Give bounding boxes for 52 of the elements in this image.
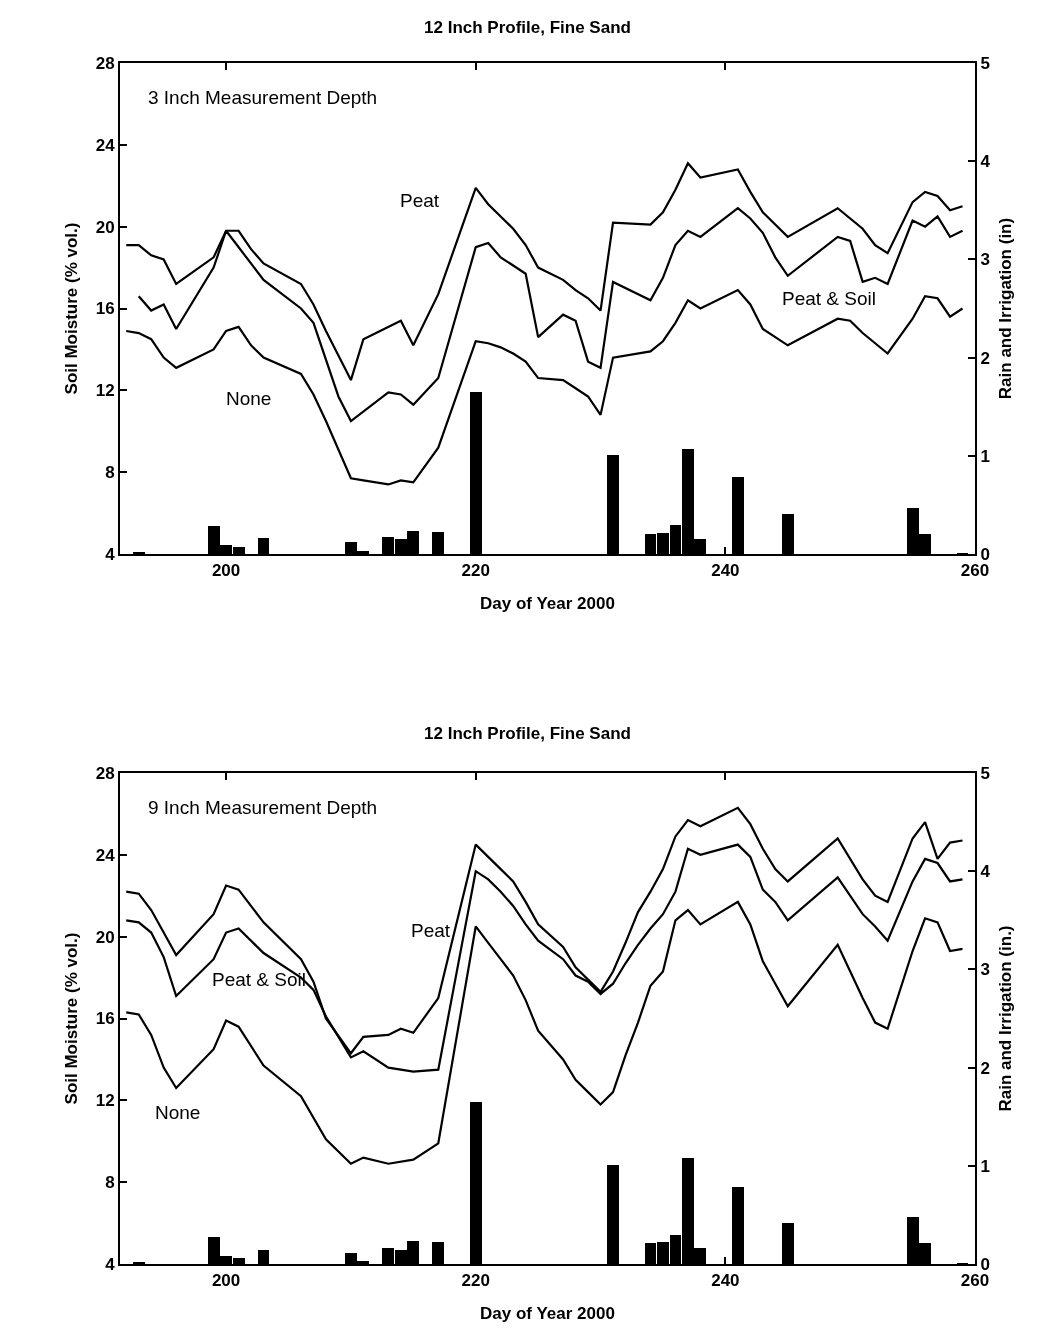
y-tick-label: 8	[105, 463, 115, 483]
series-label: Peat	[400, 190, 440, 211]
y-tick-label: 12	[95, 381, 115, 401]
series-label: None	[226, 388, 272, 409]
line-series	[125, 288, 964, 486]
y2-tick-label: 2	[980, 348, 990, 368]
y2-tick-label: 1	[980, 1156, 990, 1176]
annotation: 9 Inch Measurement Depth	[148, 797, 378, 818]
y2-tick-label: 3	[980, 250, 990, 270]
y-tick-label: 8	[105, 1173, 115, 1193]
x-tick-label: 260	[960, 561, 990, 581]
series-label: None	[155, 1102, 201, 1123]
chart-title: 12 Inch Profile, Fine Sand	[424, 723, 631, 743]
y-tick-label: 16	[95, 299, 115, 319]
y2-tick-label: 4	[980, 152, 991, 172]
y-axis-title: Soil Moisture (% vol.)	[61, 932, 81, 1105]
y-tick-label: 4	[105, 544, 116, 564]
series-label: Peat & Soil	[212, 969, 306, 990]
y-tick-label: 16	[95, 1009, 115, 1029]
y2-tick-label: 0	[980, 544, 990, 564]
x-tick-label: 220	[461, 561, 490, 581]
y2-tick-label: 5	[980, 53, 990, 73]
x-tick-label: 260	[960, 1271, 990, 1291]
y2-axis-title: Rain and Irrigation (in.)	[996, 925, 1016, 1112]
y2-axis-title: Rain and Irrigation (in)	[996, 217, 1016, 400]
y2-tick-label: 0	[980, 1254, 990, 1274]
y2-tick-label: 4	[980, 862, 991, 882]
x-tick-label: 240	[711, 561, 740, 581]
y-tick-label: 24	[95, 845, 116, 865]
series-label: Peat	[411, 920, 451, 941]
x-axis-title: Day of Year 2000	[480, 594, 615, 614]
y2-tick-label: 1	[980, 446, 990, 466]
y-axis-title: Soil Moisture (% vol.)	[61, 222, 81, 395]
line-series	[125, 900, 964, 1165]
y-tick-label: 20	[95, 217, 115, 237]
y2-tick-label: 2	[980, 1058, 990, 1078]
x-tick-label: 200	[211, 1271, 241, 1291]
annotation: 3 Inch Measurement Depth	[148, 87, 378, 108]
y2-tick-label: 5	[980, 763, 990, 783]
y-tick-label: 12	[95, 1091, 115, 1111]
y-tick-label: 24	[95, 135, 116, 155]
series-label: Peat & Soil	[782, 288, 876, 309]
y-tick-label: 20	[95, 927, 115, 947]
y-tick-label: 28	[95, 763, 115, 783]
y-tick-label: 28	[95, 53, 115, 73]
y-tick-label: 4	[105, 1254, 116, 1274]
x-axis-title: Day of Year 2000	[480, 1304, 615, 1324]
x-tick-label: 220	[461, 1271, 490, 1291]
x-tick-label: 240	[711, 1271, 740, 1291]
y2-tick-label: 3	[980, 960, 990, 980]
x-tick-label: 200	[211, 561, 241, 581]
chart-title: 12 Inch Profile, Fine Sand	[424, 17, 631, 37]
